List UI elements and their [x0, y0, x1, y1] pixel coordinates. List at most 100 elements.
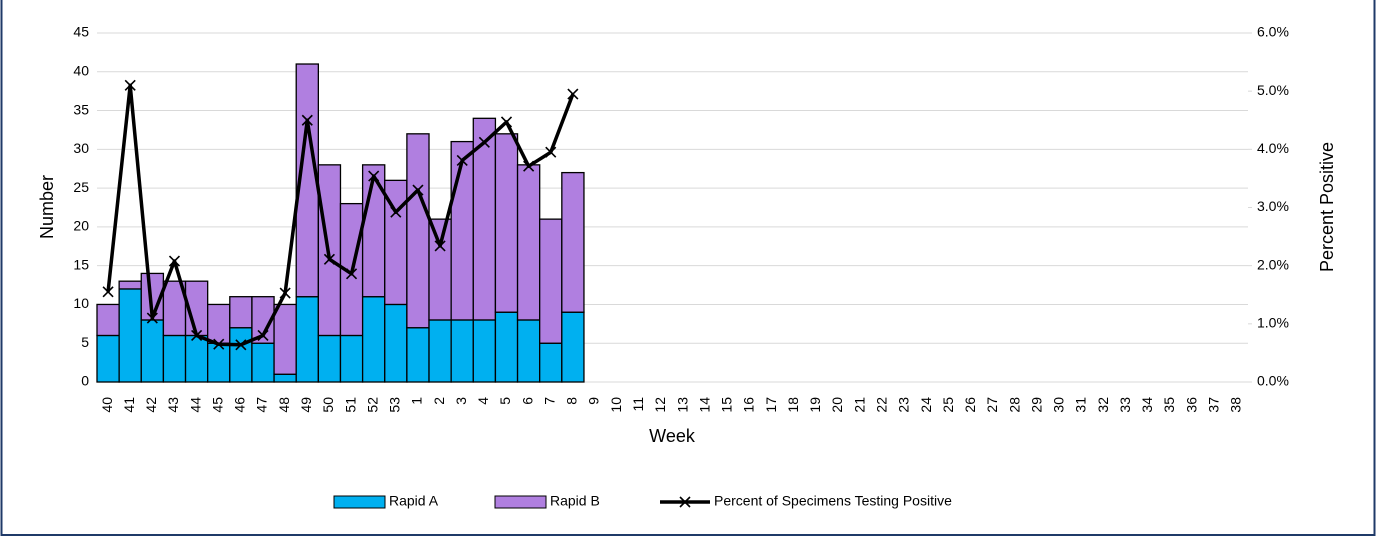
x-tick-label: 42 [143, 397, 159, 413]
x-tick-label: 50 [320, 397, 336, 413]
marker [191, 329, 203, 342]
bar [428, 319, 452, 383]
bar [118, 288, 142, 383]
y-tick-label: 30 [73, 140, 89, 156]
marker [412, 184, 424, 196]
x-tick-label: 24 [918, 397, 934, 413]
bar [539, 342, 563, 383]
x-tick-label: 29 [1028, 397, 1044, 413]
x-tick-label: 41 [121, 397, 137, 413]
bar [361, 164, 386, 298]
marker [500, 116, 513, 128]
x-tick-label: 1 [409, 397, 425, 405]
y-tick-label: 0 [81, 373, 89, 389]
bar [516, 164, 541, 321]
bar [384, 303, 408, 383]
bar [207, 303, 231, 344]
x-tick-label: 15 [719, 397, 735, 413]
x-tick-label: 26 [962, 397, 978, 413]
bar [273, 373, 297, 383]
y2-tick-label: 3.0% [1257, 198, 1289, 214]
bar [361, 296, 386, 383]
x-tick-label: 17 [763, 397, 779, 413]
bar [207, 342, 231, 383]
x-tick-label: 40 [99, 397, 115, 413]
x-tick-label: 37 [1206, 397, 1222, 413]
x-tick-label: 35 [1161, 397, 1177, 413]
bar [184, 334, 209, 383]
y-tick-label: 35 [73, 101, 89, 117]
bar [339, 334, 364, 383]
x-tick-label: 32 [1095, 397, 1111, 413]
legend-swatch [333, 495, 386, 509]
x-tick-label: 28 [1006, 397, 1022, 413]
y2-tick-label: 2.0% [1257, 256, 1289, 272]
y2-tick-label: 1.0% [1257, 315, 1289, 331]
bar [295, 296, 319, 383]
bar [450, 319, 474, 383]
y-tick-label: 15 [73, 256, 89, 272]
bar [96, 303, 120, 337]
marker [478, 136, 490, 148]
x-tick-label: 11 [630, 397, 646, 412]
x-tick-label: 23 [896, 397, 912, 413]
y-tick-label: 45 [73, 24, 89, 40]
bar [406, 327, 430, 383]
marker [434, 240, 446, 252]
y2-tick-label: 6.0% [1257, 24, 1289, 40]
x-tick-label: 53 [387, 397, 403, 413]
bar [450, 140, 474, 321]
bar [118, 280, 142, 290]
bar [472, 319, 497, 383]
legend-marker [679, 496, 691, 508]
marker [146, 312, 158, 324]
x-tick-label: 44 [187, 397, 203, 413]
marker [368, 170, 380, 182]
x-tick-label: 16 [741, 397, 757, 413]
marker [168, 255, 181, 267]
bar [96, 334, 120, 383]
x-tick-label: 13 [674, 397, 690, 413]
x-tick-label: 48 [276, 397, 292, 413]
x-tick-label: 46 [232, 397, 248, 413]
bar [406, 133, 430, 329]
x-tick-label: 43 [165, 397, 181, 413]
bar [229, 296, 253, 329]
x-tick-label: 14 [696, 397, 712, 413]
x-tick-label: 8 [564, 397, 580, 405]
y-tick-label: 5 [81, 334, 89, 350]
x-tick-label: 47 [254, 397, 270, 413]
marker [545, 146, 557, 158]
y-axis-title: Number [37, 175, 57, 239]
marker [124, 79, 136, 91]
y-tick-label: 20 [73, 218, 89, 234]
x-tick-label: 9 [586, 397, 602, 405]
x-tick-label: 19 [807, 397, 823, 413]
marker [523, 160, 535, 172]
bar [516, 319, 541, 383]
x-tick-label: 18 [785, 397, 801, 413]
legend-label: Percent of Specimens Testing Positive [714, 493, 952, 509]
bar [561, 311, 585, 383]
marker [323, 253, 335, 265]
x-tick-label: 45 [209, 397, 225, 413]
y-tick-label: 25 [73, 179, 89, 195]
marker [567, 88, 579, 100]
marker [456, 154, 468, 166]
marker [279, 287, 291, 299]
legend-label: Rapid B [550, 493, 600, 509]
x-tick-label: 52 [364, 397, 380, 413]
marker [102, 286, 114, 298]
y2-axis-title: Percent Positive [1317, 142, 1337, 272]
bar [428, 218, 452, 321]
bar [317, 334, 342, 383]
marker [213, 338, 225, 350]
x-tick-label: 10 [608, 397, 624, 413]
x-tick-label: 25 [940, 397, 956, 413]
x-tick-label: 4 [475, 397, 491, 405]
bar [539, 218, 563, 344]
x-tick-label: 30 [1051, 397, 1067, 413]
bar [140, 319, 165, 383]
bar [251, 342, 275, 383]
